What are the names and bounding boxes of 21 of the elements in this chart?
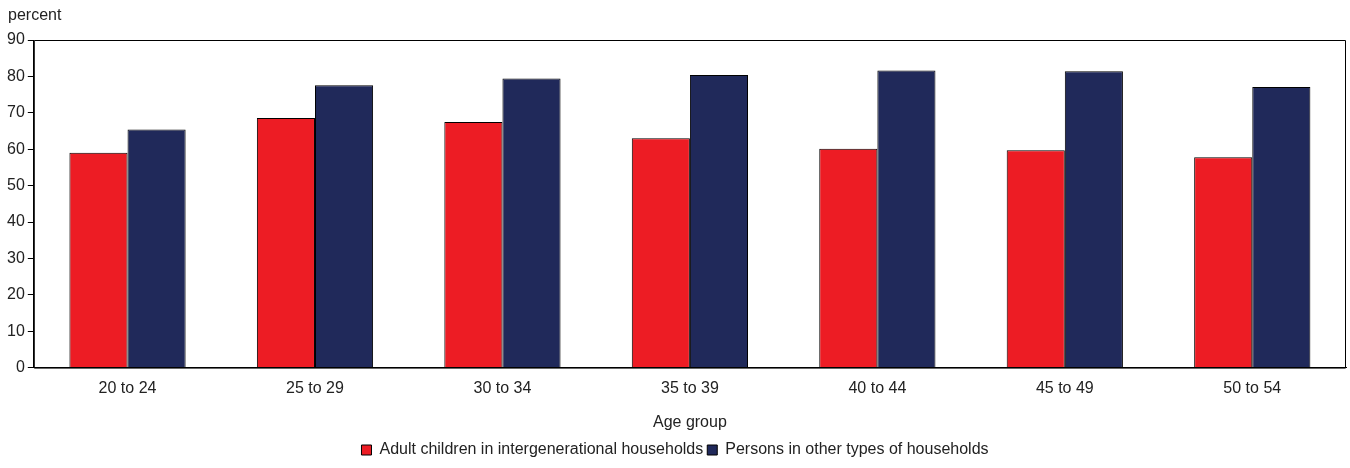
y-tick-label: 50	[7, 176, 25, 194]
y-tick-label: 20	[7, 285, 25, 303]
y-tick-label: 30	[7, 248, 25, 266]
x-tick-label: 50 to 54	[1223, 378, 1282, 396]
legend-label: Adult children in intergenerational households	[379, 440, 704, 458]
y-tick-label: 70	[7, 103, 25, 121]
y-tick-label: 0	[15, 358, 25, 376]
x-tick-label: 30 to 34	[473, 378, 532, 396]
x-tick-label: 20 to 24	[98, 378, 157, 396]
x-tick-label: 25 to 29	[286, 378, 344, 396]
x-tick-label: 40 to 44	[848, 378, 907, 396]
y-tick-label: 10	[7, 321, 25, 339]
x-tick-label: 35 to 39	[660, 378, 719, 396]
y-tick-label: 80	[7, 66, 25, 84]
y-tick-label: 40	[7, 212, 25, 230]
legend-label: Persons in other types of households	[725, 440, 989, 458]
y-axis-title: percent	[8, 6, 62, 24]
x-axis-title: Age group	[652, 412, 727, 430]
x-tick-label: 45 to 49	[1035, 378, 1094, 396]
y-tick-label: 90	[7, 30, 25, 48]
y-tick-label: 60	[7, 139, 25, 157]
